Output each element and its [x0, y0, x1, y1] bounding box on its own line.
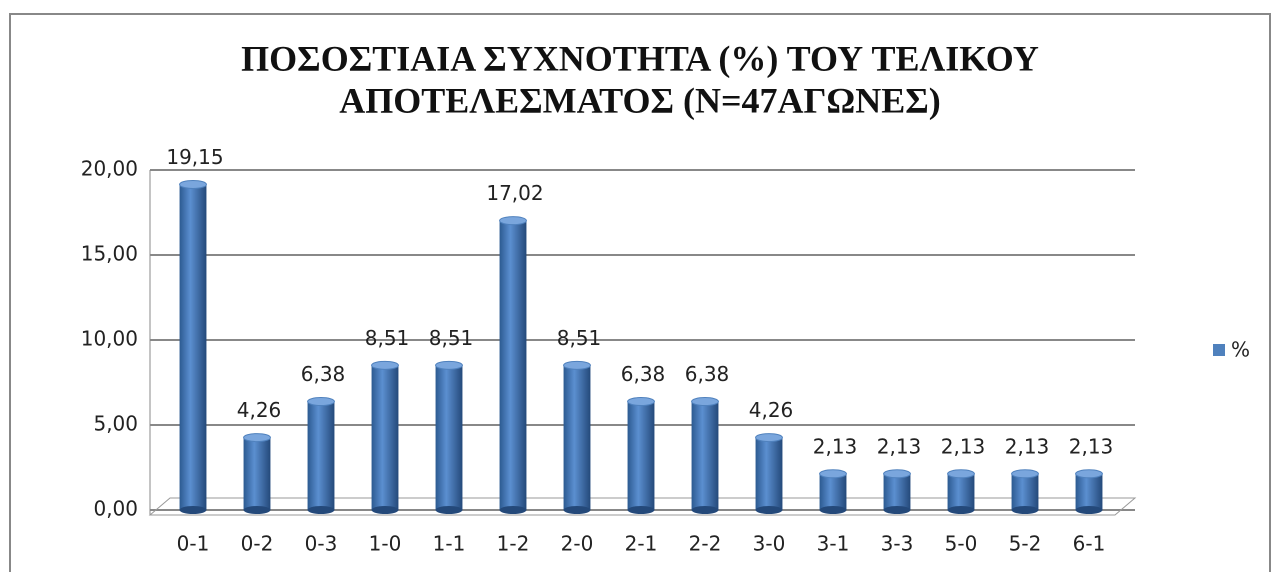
y-tick-label: 20,00	[81, 157, 138, 181]
bar	[691, 401, 719, 510]
bar-base	[819, 506, 847, 514]
y-tick-label: 5,00	[93, 412, 138, 436]
bar-top	[371, 360, 399, 370]
x-tick-label: 3-1	[817, 532, 850, 556]
data-label: 8,51	[557, 326, 602, 350]
bar-base	[435, 506, 463, 514]
bar-top	[755, 433, 783, 443]
bar	[755, 437, 783, 510]
bar-base	[627, 506, 655, 514]
bar	[883, 473, 911, 510]
bar-top	[883, 469, 911, 479]
x-tick-label: 0-2	[241, 532, 274, 556]
bar-base	[371, 506, 399, 514]
bar-base	[947, 506, 975, 514]
y-tick-label: 0,00	[93, 497, 138, 521]
bar-base	[1011, 506, 1039, 514]
bar-top	[179, 179, 207, 189]
data-label: 2,13	[1069, 434, 1114, 458]
x-tick-label: 2-0	[561, 532, 594, 556]
x-tick-label: 2-1	[625, 532, 658, 556]
data-label: 2,13	[1005, 434, 1050, 458]
data-label: 2,13	[813, 434, 858, 458]
bar-top	[819, 469, 847, 479]
x-tick-label: 5-2	[1009, 532, 1042, 556]
data-label: 2,13	[877, 434, 922, 458]
bar-base	[1075, 506, 1103, 514]
bar-base	[179, 506, 207, 514]
data-label: 8,51	[365, 326, 410, 350]
bar-top	[1011, 469, 1039, 479]
bar-top	[435, 360, 463, 370]
chart-title: ΑΠΟΤΕΛΕΣΜΑΤΟΣ (Ν=47ΑΓΩΝΕΣ)	[339, 80, 941, 120]
data-label: 4,26	[237, 398, 282, 422]
data-label: 19,15	[166, 145, 223, 169]
bar	[563, 365, 591, 510]
data-label: 6,38	[685, 362, 730, 386]
bar-top	[307, 397, 335, 407]
bar-base	[499, 506, 527, 514]
data-label: 17,02	[486, 181, 543, 205]
chart-title: ΠΟΣΟΣΤΙΑΙΑ ΣΥΧΝΟΤΗΤΑ (%) ΤΟΥ ΤΕΛΙΚΟΥ	[241, 38, 1039, 78]
bar	[243, 437, 271, 510]
bar	[947, 473, 975, 510]
x-tick-label: 0-1	[177, 532, 210, 556]
x-tick-label: 6-1	[1073, 532, 1106, 556]
y-tick-label: 15,00	[81, 242, 138, 266]
x-tick-label: 0-3	[305, 532, 338, 556]
bar	[435, 365, 463, 510]
bar-top	[947, 469, 975, 479]
x-tick-label: 3-3	[881, 532, 914, 556]
legend-label: %	[1231, 338, 1250, 362]
bar	[1011, 473, 1039, 510]
bar	[499, 220, 527, 510]
bar	[1075, 473, 1103, 510]
x-tick-label: 3-0	[753, 532, 786, 556]
floor	[148, 497, 1137, 516]
bar-base	[691, 506, 719, 514]
bar-top	[627, 397, 655, 407]
bar-top	[563, 360, 591, 370]
bar	[307, 401, 335, 510]
y-tick-label: 10,00	[81, 327, 138, 351]
data-label: 2,13	[941, 434, 986, 458]
legend-swatch	[1213, 344, 1225, 356]
bar	[179, 184, 207, 510]
x-tick-label: 1-0	[369, 532, 402, 556]
data-label: 6,38	[621, 362, 666, 386]
data-label: 6,38	[301, 362, 346, 386]
bar-top	[499, 216, 527, 226]
bar-base	[755, 506, 783, 514]
data-label: 8,51	[429, 326, 474, 350]
bar-base	[243, 506, 271, 514]
bar	[371, 365, 399, 510]
bar-top	[1075, 469, 1103, 479]
bar	[627, 401, 655, 510]
bar	[819, 473, 847, 510]
bar-top	[243, 433, 271, 443]
data-label: 4,26	[749, 398, 794, 422]
bar-top	[691, 397, 719, 407]
bar-base	[883, 506, 911, 514]
x-tick-label: 5-0	[945, 532, 978, 556]
x-tick-label: 2-2	[689, 532, 722, 556]
x-tick-label: 1-2	[497, 532, 530, 556]
bar-base	[307, 506, 335, 514]
bar-base	[563, 506, 591, 514]
x-tick-label: 1-1	[433, 532, 466, 556]
